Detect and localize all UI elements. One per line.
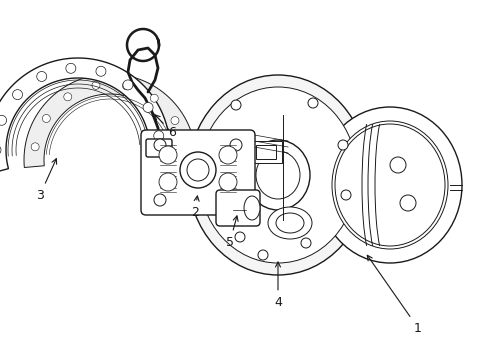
FancyBboxPatch shape: [216, 190, 260, 226]
Ellipse shape: [317, 107, 461, 263]
Ellipse shape: [230, 100, 241, 110]
Text: 2: 2: [191, 196, 199, 219]
Ellipse shape: [244, 196, 260, 220]
Ellipse shape: [334, 124, 444, 246]
Text: 4: 4: [273, 262, 282, 309]
Polygon shape: [147, 163, 179, 174]
Ellipse shape: [195, 142, 204, 152]
Ellipse shape: [331, 121, 447, 249]
Ellipse shape: [159, 146, 177, 164]
Ellipse shape: [179, 176, 187, 184]
Ellipse shape: [219, 173, 237, 191]
Ellipse shape: [340, 190, 350, 200]
Ellipse shape: [389, 157, 405, 173]
Ellipse shape: [0, 145, 1, 155]
Ellipse shape: [256, 151, 299, 199]
Ellipse shape: [171, 117, 179, 125]
Ellipse shape: [180, 152, 216, 188]
Ellipse shape: [42, 114, 50, 122]
Ellipse shape: [150, 94, 158, 102]
Ellipse shape: [275, 213, 304, 233]
Ellipse shape: [13, 90, 22, 100]
Ellipse shape: [153, 131, 163, 141]
Ellipse shape: [96, 66, 106, 76]
Text: 1: 1: [366, 255, 421, 334]
Ellipse shape: [258, 250, 267, 260]
Ellipse shape: [229, 194, 242, 206]
Ellipse shape: [201, 198, 210, 208]
Text: 6: 6: [155, 115, 176, 139]
Ellipse shape: [143, 103, 153, 112]
Ellipse shape: [37, 71, 47, 81]
Ellipse shape: [186, 159, 208, 181]
Ellipse shape: [267, 207, 311, 239]
Ellipse shape: [92, 81, 100, 89]
Ellipse shape: [229, 139, 242, 151]
Ellipse shape: [66, 63, 76, 73]
Ellipse shape: [235, 232, 244, 242]
Ellipse shape: [154, 139, 165, 151]
FancyBboxPatch shape: [146, 139, 172, 157]
Ellipse shape: [0, 115, 6, 125]
Bar: [249, 141, 282, 163]
Ellipse shape: [154, 194, 165, 206]
Polygon shape: [0, 58, 170, 174]
Ellipse shape: [337, 140, 347, 150]
Ellipse shape: [399, 195, 415, 211]
Ellipse shape: [245, 140, 309, 210]
Ellipse shape: [187, 75, 367, 275]
Ellipse shape: [301, 238, 310, 248]
Ellipse shape: [219, 146, 237, 164]
Ellipse shape: [159, 173, 177, 191]
Bar: [256, 145, 275, 159]
Ellipse shape: [181, 145, 189, 153]
Ellipse shape: [63, 93, 72, 101]
Text: 3: 3: [36, 159, 57, 202]
Ellipse shape: [199, 87, 356, 263]
Text: 5: 5: [225, 216, 238, 248]
Polygon shape: [24, 74, 196, 203]
Ellipse shape: [122, 82, 130, 90]
Ellipse shape: [122, 80, 133, 90]
Ellipse shape: [307, 98, 317, 108]
FancyBboxPatch shape: [141, 130, 254, 215]
Ellipse shape: [31, 143, 39, 151]
